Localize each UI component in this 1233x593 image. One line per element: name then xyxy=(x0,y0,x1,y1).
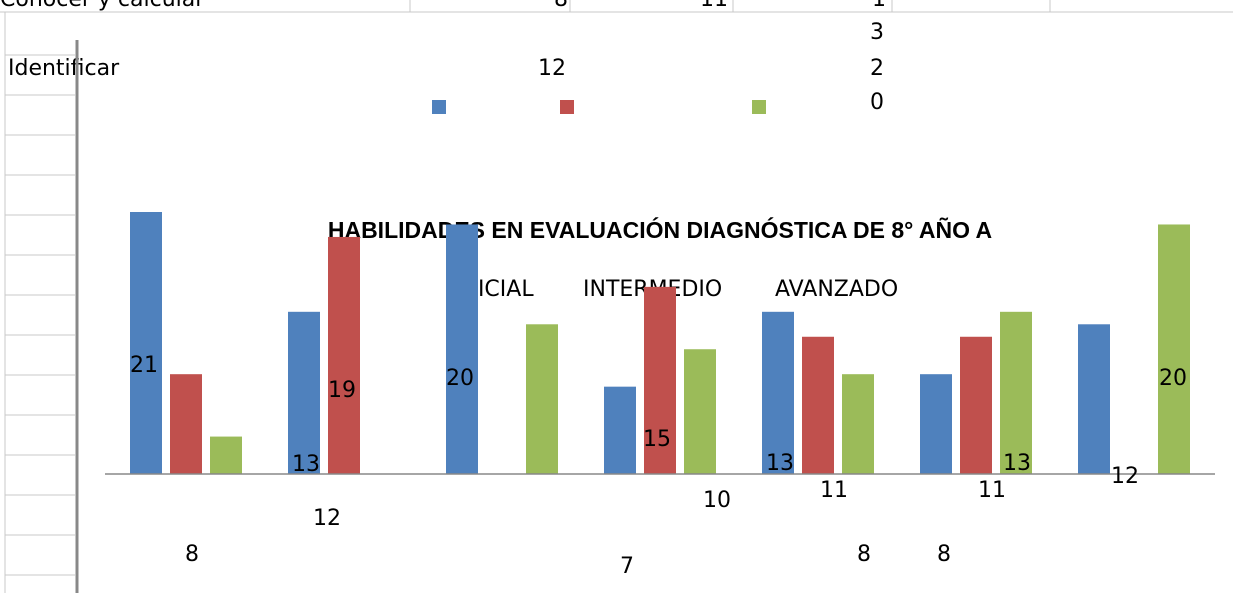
bar xyxy=(446,224,478,474)
data-label: 20 xyxy=(446,366,474,391)
data-label: 13 xyxy=(1003,451,1031,476)
data-label: 21 xyxy=(130,353,158,378)
bar xyxy=(644,286,676,474)
data-label: 13 xyxy=(292,452,320,477)
legend-swatch xyxy=(432,100,446,114)
data-label: 8 xyxy=(937,542,951,567)
legend-label: AVANZADO xyxy=(775,277,898,302)
bar xyxy=(960,336,992,474)
data-label: 12 xyxy=(313,506,341,531)
bar xyxy=(1000,311,1032,474)
bar xyxy=(1158,224,1190,474)
bar xyxy=(288,311,320,474)
legend-swatch xyxy=(560,100,574,114)
cell: Conocer y calcular xyxy=(0,0,205,12)
data-label: 19 xyxy=(328,378,356,403)
bar xyxy=(604,386,636,474)
data-label: 11 xyxy=(978,478,1006,503)
data-label: 8 xyxy=(857,542,871,567)
data-label: 11 xyxy=(820,478,848,503)
bar xyxy=(762,311,794,474)
cell: 2 xyxy=(870,56,884,81)
bar xyxy=(170,374,202,474)
cell: 12 xyxy=(538,56,566,81)
chart-title: HABILIDADES EN EVALUACIÓN DIAGNÓSTICA DE… xyxy=(328,216,992,243)
data-label: 7 xyxy=(620,554,634,579)
cell: 11 xyxy=(700,0,728,12)
data-label: 12 xyxy=(1111,464,1139,489)
data-label: 20 xyxy=(1159,366,1187,391)
bar xyxy=(130,212,162,474)
bar xyxy=(526,324,558,474)
data-label: 10 xyxy=(703,488,731,513)
data-label: 13 xyxy=(766,451,794,476)
bar xyxy=(842,374,874,474)
cell: Identificar xyxy=(8,56,120,81)
bar xyxy=(920,374,952,474)
cell: 3 xyxy=(870,20,884,45)
bar xyxy=(1078,324,1110,474)
data-label: 8 xyxy=(185,542,199,567)
cell: 0 xyxy=(870,90,884,115)
data-label: 15 xyxy=(643,427,671,452)
legend-swatch xyxy=(752,100,766,114)
bar xyxy=(328,236,360,474)
bar xyxy=(802,336,834,474)
bar xyxy=(210,436,242,474)
bar xyxy=(684,349,716,474)
cell: 1 xyxy=(872,0,886,12)
cell: 8 xyxy=(554,0,568,12)
